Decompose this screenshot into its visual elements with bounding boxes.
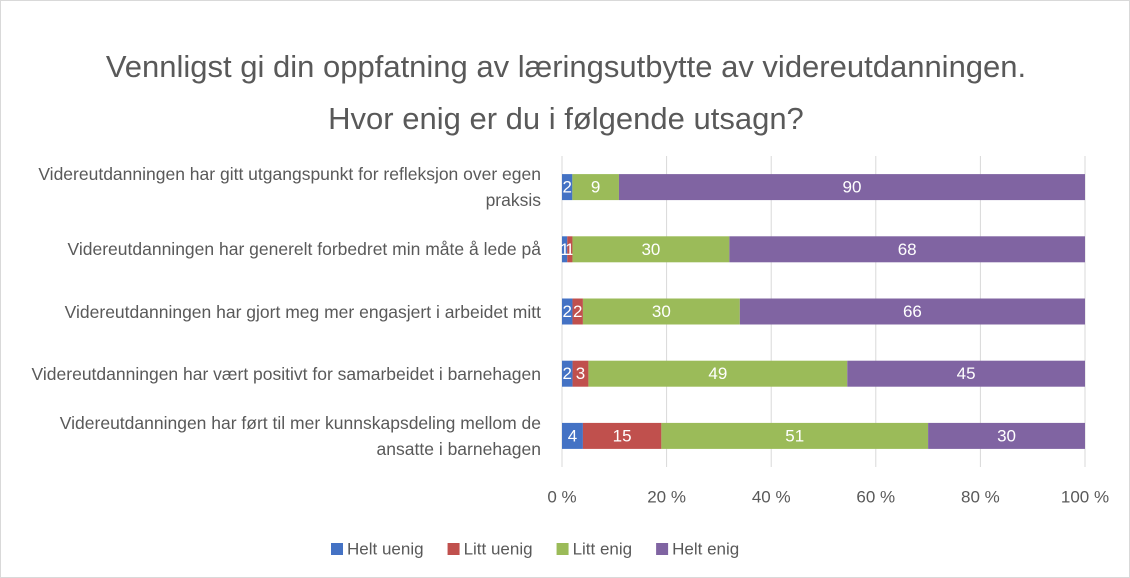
data-label: 45 — [957, 364, 976, 383]
x-tick-label: 60 % — [856, 487, 895, 506]
bar-segment — [572, 360, 589, 387]
data-label: 68 — [898, 240, 917, 259]
legend-label: Litt enig — [573, 539, 633, 558]
data-label: 51 — [785, 426, 804, 445]
y-tick-label: Videreutdanningen har generelt forbedret… — [67, 239, 541, 260]
data-label: 90 — [843, 178, 862, 197]
x-tick-label: 0 % — [547, 487, 576, 506]
bar-segment — [562, 236, 568, 263]
data-label: 4 — [568, 426, 577, 445]
bar-segment — [562, 360, 573, 387]
bar-segment — [572, 174, 619, 201]
bar-segment — [562, 174, 573, 201]
legend-swatch — [331, 543, 343, 555]
data-label: 2 — [573, 302, 582, 321]
x-tick-label: 40 % — [752, 487, 791, 506]
bar-segment — [582, 298, 740, 325]
bar-segment — [739, 298, 1085, 325]
bar-segment — [661, 422, 929, 449]
x-tick-label: 80 % — [961, 487, 1000, 506]
bar-segment — [567, 236, 573, 263]
data-label: 3 — [576, 364, 585, 383]
data-label: 9 — [591, 178, 600, 197]
bar-segment — [729, 236, 1085, 263]
legend-label: Litt uenig — [464, 539, 533, 558]
data-label: 30 — [652, 302, 671, 321]
y-tick-label: Videreutdanningen har gjort meg mer enga… — [64, 301, 541, 322]
bar-segment — [928, 422, 1085, 449]
legend-swatch — [656, 543, 669, 555]
legend-swatch — [447, 543, 460, 555]
data-label: 30 — [641, 240, 660, 259]
x-tick-label: 20 % — [647, 487, 686, 506]
data-label: 66 — [903, 302, 922, 321]
data-label: 2 — [562, 178, 571, 197]
bar-segment — [847, 360, 1085, 387]
x-tick-label: 100 % — [1061, 487, 1109, 506]
bar-segment — [588, 360, 848, 387]
bar-segment — [562, 298, 573, 325]
legend-label: Helt enig — [672, 539, 739, 558]
bar-segment — [572, 298, 583, 325]
y-tick-label: Videreutdanningen har vært positivt for … — [31, 363, 541, 384]
data-label: 1 — [565, 240, 574, 259]
legend-swatch — [556, 543, 569, 555]
bar-segment — [562, 422, 583, 449]
data-label: 49 — [708, 364, 727, 383]
data-label: 30 — [997, 426, 1016, 445]
data-label: 2 — [562, 302, 571, 321]
data-label: 1 — [560, 240, 569, 259]
bar-segment — [572, 236, 730, 263]
legend-label: Helt uenig — [347, 539, 424, 558]
y-tick-label: Videreutdanningen har ført til mer kunns… — [59, 412, 541, 459]
bar-segment — [618, 174, 1085, 201]
data-label: 2 — [563, 364, 572, 383]
chart-title: Vennligst gi din oppfatning av læringsut… — [105, 49, 1027, 136]
bar-segment — [582, 422, 662, 449]
data-label: 15 — [613, 426, 632, 445]
y-tick-label: Videreutdanningen har gitt utgangspunkt … — [38, 164, 541, 211]
